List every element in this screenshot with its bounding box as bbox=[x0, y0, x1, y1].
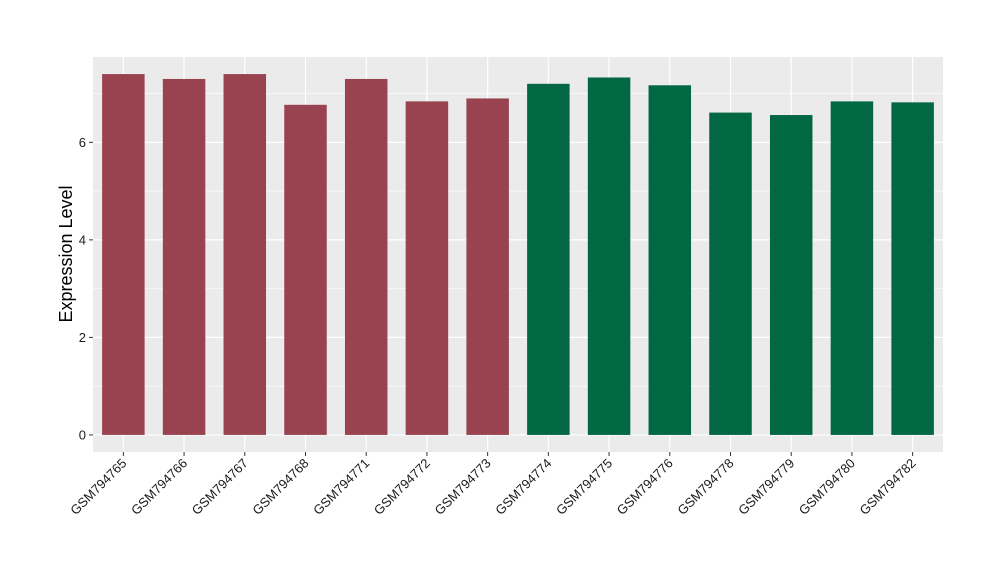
bar-gsm794767 bbox=[223, 74, 267, 435]
y-tick-label: 2 bbox=[79, 330, 86, 345]
y-axis-label: Expression Level bbox=[56, 185, 76, 322]
bar-gsm794782 bbox=[891, 102, 934, 435]
x-tick-label: GSM794766 bbox=[128, 456, 190, 518]
y-axis: 0 2 4 6 bbox=[79, 135, 93, 442]
x-tick-label: GSM794776 bbox=[614, 456, 676, 518]
y-tick-label: 6 bbox=[79, 135, 86, 150]
x-axis: GSM794765GSM794766GSM794767GSM794768GSM7… bbox=[67, 452, 919, 518]
bar-gsm794768 bbox=[284, 104, 327, 435]
bar-gsm794766 bbox=[162, 78, 206, 435]
x-tick-label: GSM794767 bbox=[189, 456, 251, 518]
x-tick-label: GSM794782 bbox=[857, 456, 919, 518]
x-tick-label: GSM794765 bbox=[67, 456, 129, 518]
x-tick-label: GSM794780 bbox=[796, 456, 858, 518]
bar-gsm794778 bbox=[709, 112, 752, 435]
bar-gsm794771 bbox=[344, 78, 388, 435]
bar-gsm794776 bbox=[648, 85, 692, 435]
y-tick-label: 4 bbox=[79, 232, 86, 247]
y-tick-label: 0 bbox=[79, 427, 86, 442]
plot-panel bbox=[93, 57, 943, 452]
x-tick-label: GSM794779 bbox=[735, 456, 797, 518]
x-tick-label: GSM794774 bbox=[492, 456, 554, 518]
bar-gsm794779 bbox=[769, 115, 813, 435]
x-tick-label: GSM794775 bbox=[553, 456, 615, 518]
x-tick-label: GSM794768 bbox=[249, 456, 311, 518]
bars bbox=[102, 74, 934, 435]
bar-gsm794780 bbox=[830, 101, 874, 435]
x-tick-label: GSM794772 bbox=[371, 456, 433, 518]
bar-gsm794765 bbox=[102, 74, 145, 435]
bar-gsm794773 bbox=[466, 98, 509, 435]
bar-gsm794772 bbox=[405, 101, 449, 435]
x-tick-label: GSM794771 bbox=[310, 456, 372, 518]
bar-gsm794775 bbox=[587, 77, 631, 435]
x-tick-label: GSM794778 bbox=[674, 456, 736, 518]
x-tick-label: GSM794773 bbox=[432, 456, 494, 518]
bar-gsm794774 bbox=[527, 83, 570, 435]
